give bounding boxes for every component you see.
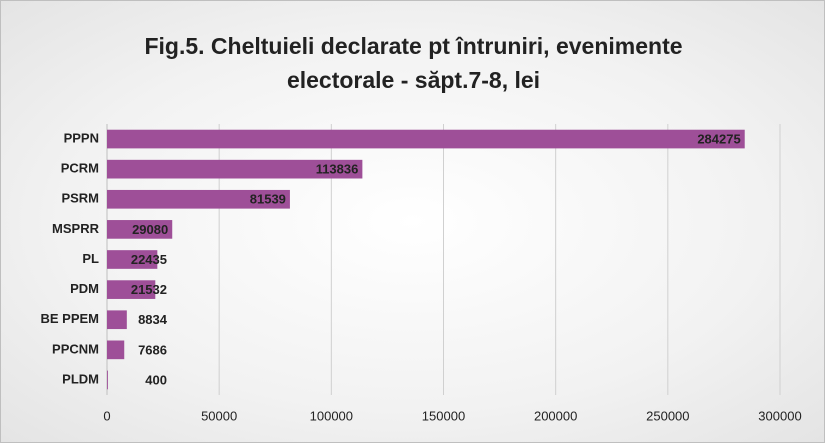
bar: [107, 220, 173, 239]
bar: [107, 159, 363, 179]
x-tick-label: 0: [103, 408, 110, 423]
bar: [107, 250, 158, 269]
y-tick-label: MSPRR: [52, 221, 100, 236]
x-tick-label: 100000: [310, 408, 353, 423]
bar: [107, 189, 290, 209]
y-tick-label: PPCNM: [52, 341, 99, 356]
data-label: 22435: [131, 252, 167, 267]
y-tick-label: PPPN: [64, 130, 99, 145]
bar: [107, 129, 745, 149]
y-tick-label: PCRM: [61, 161, 99, 176]
x-tick-label: 250000: [646, 408, 689, 423]
bar: [107, 280, 156, 299]
y-tick-label: PL: [82, 251, 99, 266]
data-label: 400: [145, 372, 167, 387]
data-label: 21532: [131, 282, 167, 297]
y-tick-label: PSRM: [61, 191, 99, 206]
x-tick-label: 300000: [758, 408, 801, 423]
data-label: 7686: [138, 342, 167, 357]
bar: [107, 340, 125, 360]
x-tick-label: 200000: [534, 408, 577, 423]
data-label: 8834: [138, 312, 168, 327]
y-tick-label: BE PPEM: [40, 311, 99, 326]
bar: [107, 370, 108, 390]
data-label: 81539: [250, 192, 286, 207]
y-tick-label: PLDM: [62, 371, 99, 386]
data-label: 113836: [316, 162, 359, 177]
data-label: 29080: [132, 222, 168, 237]
chart-title: Fig.5. Cheltuieli declarate pt întruniri…: [144, 33, 683, 93]
data-label: 284275: [697, 131, 740, 146]
x-tick-label: 150000: [422, 408, 465, 423]
x-tick-label: 50000: [201, 408, 237, 423]
bar: [107, 310, 127, 330]
y-tick-label: PDM: [70, 281, 99, 296]
